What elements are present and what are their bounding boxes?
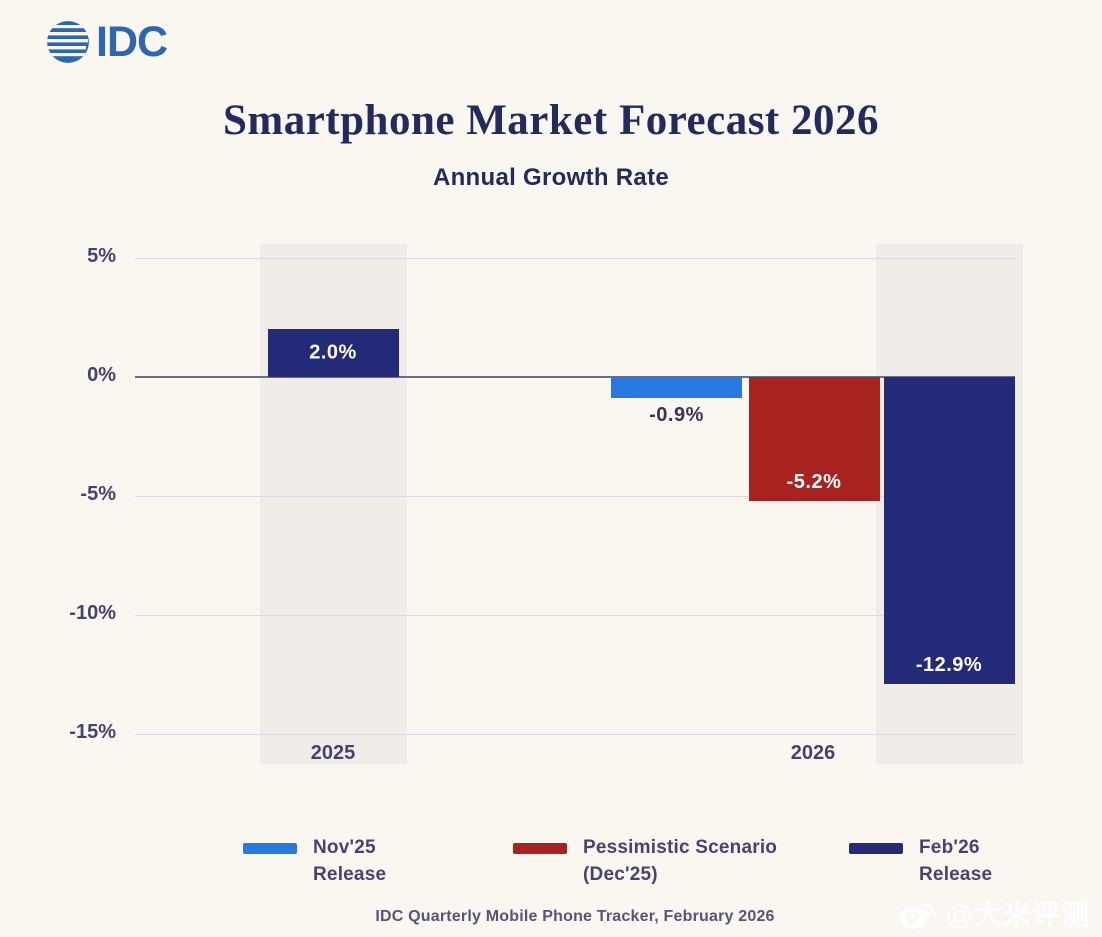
gridline-0 [135,376,1015,378]
bar-2026-feb-26-release-label: -12.9% [915,654,983,677]
legend-swatch-pessimistic-scenario [513,843,567,854]
idc-logo: IDC [44,17,168,66]
legend-label-feb26-release: Feb'26 Release [919,834,992,888]
legend-label-line2: Release [313,864,387,885]
highlight-band-2025-feb-26-release [259,244,407,764]
bar-2026-pessimistic-scenario-dec-25: -5.2% [748,377,880,501]
ytick-label-5: 5% [87,245,116,267]
ytick-label-0: 0% [87,364,116,386]
growth-rate-bar-chart: 5% 0% -5% -10% -15% 2.0% -0.9% -5.2% -12.9% 2025 2… [0,230,1102,790]
ytick-label--10: -10% [69,602,116,624]
legend-label-line2: (Dec'25) [583,864,658,885]
chart-subtitle: Annual Growth Rate [432,164,670,191]
gridline-5 [135,258,1015,259]
source-note: IDC Quarterly Mobile Phone Tracker, Febr… [375,908,775,925]
weibo-icon [899,903,936,929]
legend-label-line1: Feb'26 [919,837,980,858]
legend: Nov'25 Release Pessimistic Scenario (Dec… [0,834,1102,904]
ytick-label--15: -15% [69,721,116,743]
legend-item-nov25-release: Nov'25 Release [243,834,386,888]
xaxis-label-2025: 2025 [310,742,356,764]
legend-label-pessimistic-scenario: Pessimistic Scenario (Dec'25) [583,834,777,888]
bar-2025-feb-26-release: 2.0% [267,329,399,377]
chart-title: Smartphone Market Forecast 2026 [222,97,879,144]
legend-swatch-feb26-release [849,843,903,854]
legend-label-line1: Pessimistic Scenario [583,837,778,858]
bar-2026-feb-26-release: -12.9% [883,377,1015,685]
bar-2026-pessimistic-scenario-dec-25-label: -5.2% [786,470,842,493]
legend-swatch-nov25-release [243,843,297,854]
bar-2025-feb-26-release-label: 2.0% [309,341,357,364]
idc-logo-text: IDC [96,17,168,66]
watermark-text: @大米评测 [945,899,1090,930]
legend-item-pessimistic-scenario: Pessimistic Scenario (Dec'25) [513,834,777,888]
watermark: @大米评测 [898,893,1090,933]
legend-label-nov25-release: Nov'25 Release [313,834,386,888]
gridline--15 [135,734,1015,735]
gridline--10 [135,615,1015,616]
bar-2026-nov-25-release-label: -0.9% [649,404,704,427]
idc-globe-icon [47,21,89,63]
gridline--5 [135,496,1015,497]
legend-label-line1: Nov'25 [313,837,376,858]
legend-label-line2: Release [919,864,993,885]
legend-item-feb26-release: Feb'26 Release [849,834,992,888]
ytick-label--5: -5% [80,483,116,505]
bar-2026-nov-25-release [611,377,742,399]
xaxis-label-2026: 2026 [790,742,836,764]
